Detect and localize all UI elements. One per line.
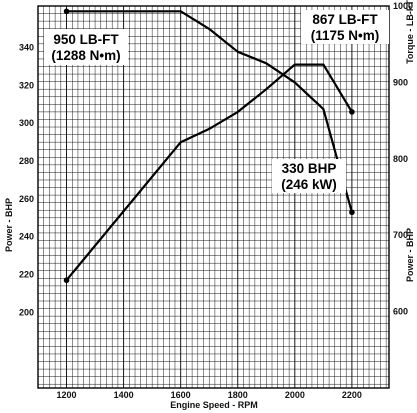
rated-power-callout-box [272,159,346,193]
tick-labels: 1200 1400 1600 1800 2000 2200 200 220 240 260 280 3… [19,1,413,400]
y-left-tick-label: 280 [19,156,34,166]
y-left-tick-label: 200 [19,307,34,317]
peak-torque-label-lb-ft: 950 LB-FT [53,32,119,47]
y-left-tick-label: 340 [19,43,34,53]
y-right-tick-label: 1000 [393,1,413,11]
torque-curve-endpoint [349,209,355,216]
power-curve-endpoint [349,109,355,115]
grid [37,5,390,389]
peak-torque-callout-box [44,29,128,65]
peak-torque-label-nm: (1288 N•m) [51,48,120,63]
y-right-tick-label: 700 [393,230,408,240]
power-curve-endpoint [63,277,70,284]
y-axis-title-right: Power - BHP [405,228,415,282]
y-axis-title-right-torque: Torque - LB-FT [405,0,415,64]
x-tick-label: 1800 [228,390,248,400]
y-left-tick-label: 300 [19,118,34,128]
torque-curve-line [66,10,353,213]
rated-power-label-bhp: 330 BHP [282,161,337,176]
x-tick-label: 2000 [285,390,305,400]
x-tick-label: 2200 [342,390,362,400]
y-left-tick-label: 220 [19,270,34,280]
torque-curve-endpoint [63,8,70,15]
x-tick-label: 1400 [114,390,134,400]
rated-power-label-kw: (246 kW) [281,177,337,192]
y-left-tick-label: 320 [19,80,34,90]
power-curve-line [65,63,353,281]
x-tick-label: 1600 [171,390,191,400]
x-tick-label: 1200 [57,390,77,400]
rated-torque-label-nm: (1175 N•m) [311,28,380,43]
y-left-tick-label: 240 [19,232,34,242]
y-left-tick-label: 260 [19,194,34,204]
rated-torque-callout-box [301,10,389,44]
series [63,8,355,284]
plot-frame [37,5,390,389]
y-right-tick-label: 800 [393,154,408,164]
x-axis-title: Engine Speed - RPM [170,400,258,410]
y-right-tick-label: 600 [393,307,408,317]
y-axis-title-left: Power - BHP [4,198,14,252]
rated-torque-label-lb-ft: 867 LB-FT [312,12,378,27]
y-right-tick-label: 900 [393,77,408,87]
